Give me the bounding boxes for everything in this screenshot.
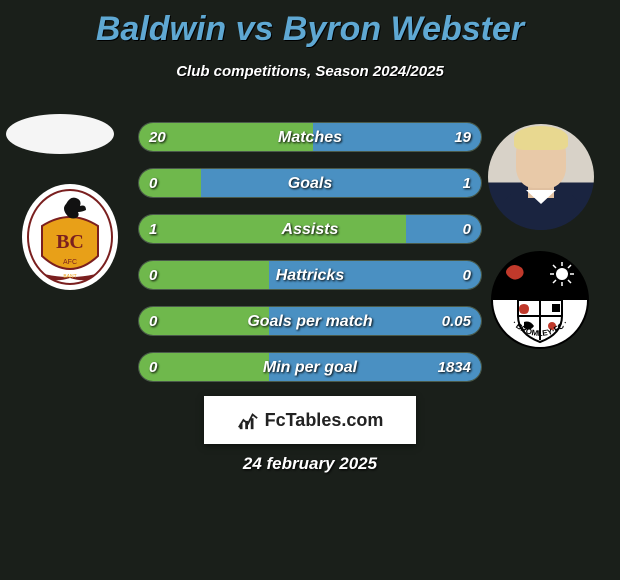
branding-text: FcTables.com [265,410,384,431]
stat-label: Matches [139,123,481,153]
stat-row: 00.05Goals per match [138,306,482,336]
stat-label: Min per goal [139,353,481,383]
stat-row: 01834Min per goal [138,352,482,382]
comparison-subtitle: Club competitions, Season 2024/2025 [0,63,620,80]
svg-text:AFC: AFC [63,259,77,266]
stat-row: 00Hattricks [138,260,482,290]
stat-label: Goals per match [139,307,481,337]
snapshot-date: 24 february 2025 [0,454,620,474]
club-left-crest: BC AFC BANT [20,182,120,292]
stat-row: 01Goals [138,168,482,198]
player-left-avatar [6,114,114,154]
stat-label: Assists [139,215,481,245]
svg-text:BC: BC [56,231,84,253]
stat-label: Hattricks [139,261,481,291]
player-right-avatar [488,124,594,230]
svg-text:BANT: BANT [63,274,76,280]
chart-icon [237,409,259,431]
stat-row: 10Assists [138,214,482,244]
fctables-branding: FcTables.com [204,396,416,444]
stat-row: 2019Matches [138,122,482,152]
stat-label: Goals [139,169,481,199]
comparison-title: Baldwin vs Byron Webster [0,0,620,49]
stats-container: 2019Matches 01Goals 10Assists 00Hattricks 00… [138,122,482,398]
club-right-crest: · BROMLEY·FC · [490,250,590,360]
